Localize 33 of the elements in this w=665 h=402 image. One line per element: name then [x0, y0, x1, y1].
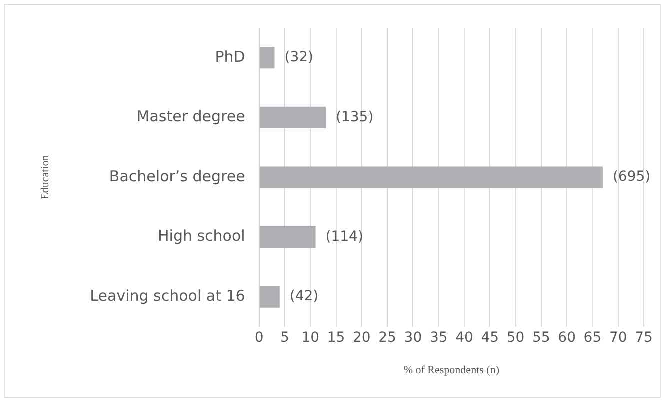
annotation: (695)	[612, 169, 651, 186]
annotation: (135)	[336, 109, 374, 126]
x-tick-label: 65	[584, 330, 602, 346]
x-axis-title: % of Respondents (n)	[404, 364, 500, 376]
x-tick-label: 20	[353, 330, 371, 346]
x-tick-label: 30	[404, 330, 422, 346]
x-tick-label: 70	[609, 330, 628, 346]
annotation: (42)	[290, 288, 319, 305]
annotation: (32)	[284, 50, 314, 66]
x-tick-label: 60	[558, 330, 576, 346]
bar	[260, 166, 603, 188]
y-tick-label: PhD	[215, 48, 246, 66]
bar	[260, 226, 316, 248]
x-tick-label: 10	[302, 330, 320, 346]
y-axis-title: Education	[39, 154, 52, 200]
x-tick-label: 0	[254, 330, 264, 346]
x-tick-label: 40	[456, 330, 474, 346]
y-tick-label: Bachelor’s degree	[109, 167, 246, 186]
x-tick-label: 55	[532, 330, 550, 346]
x-tick-label: 50	[506, 330, 525, 346]
y-tick-label: High school	[158, 227, 246, 246]
bar	[260, 47, 275, 69]
x-tick-label: 15	[327, 330, 346, 346]
y-tick-label: Leaving school at 16	[90, 286, 246, 305]
x-tick-label: 45	[481, 330, 500, 346]
x-tick-label: 25	[378, 330, 396, 346]
bar	[260, 286, 280, 308]
x-tick-label: 5	[280, 330, 290, 346]
annotation: (114)	[326, 228, 364, 245]
bar	[260, 106, 326, 128]
x-tick-label: 35	[430, 330, 448, 346]
x-tick-label: 75	[635, 330, 653, 346]
y-tick-label: Master degree	[136, 108, 246, 126]
